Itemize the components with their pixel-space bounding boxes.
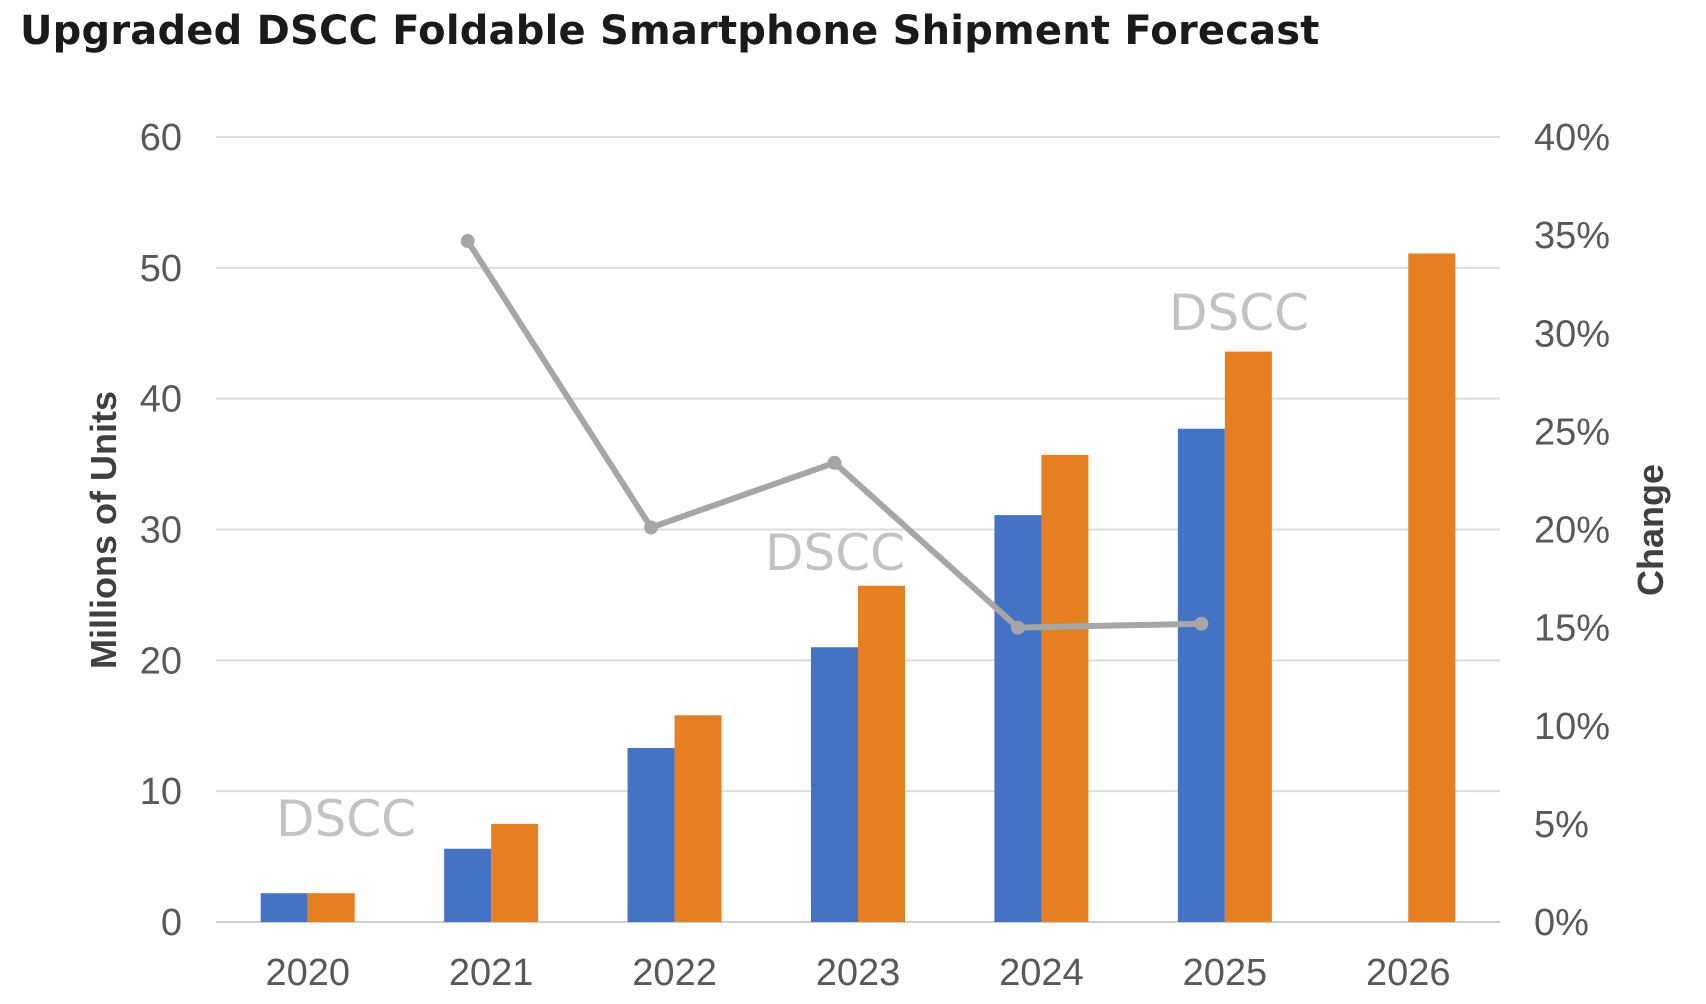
change-point-2022 — [644, 520, 659, 535]
bar-series2-2023 — [858, 585, 905, 922]
x-tick-2024: 2024 — [999, 952, 1084, 994]
bar-series2-2022 — [674, 715, 722, 922]
y-tick-30: 30 — [140, 510, 182, 552]
watermark-2: DSCC — [765, 524, 905, 582]
bar-series1-2020 — [260, 893, 308, 922]
bar-series2-2024 — [1041, 454, 1089, 922]
change-point-2025 — [1194, 616, 1209, 631]
y-tick-60: 60 — [140, 117, 182, 159]
change-point-2021 — [460, 234, 475, 249]
y2-tick-25%: 25% — [1534, 411, 1610, 453]
change-point-2024 — [1010, 620, 1025, 635]
bar-series1-2021 — [444, 848, 492, 922]
y2-tick-30%: 30% — [1534, 313, 1610, 355]
x-tick-2021: 2021 — [449, 952, 534, 994]
x-tick-2022: 2022 — [632, 952, 717, 994]
y-tick-10: 10 — [140, 771, 182, 813]
x-tick-2020: 2020 — [265, 952, 350, 994]
bar-series2-2020 — [307, 893, 355, 922]
watermark-1: DSCC — [276, 790, 416, 848]
bar-series1-2023 — [811, 647, 858, 922]
y2-tick-35%: 35% — [1534, 215, 1610, 257]
y2-tick-0%: 0% — [1534, 902, 1589, 944]
y2-tick-10%: 10% — [1534, 706, 1610, 748]
y2-tick-40%: 40% — [1534, 117, 1610, 159]
y2-tick-15%: 15% — [1534, 608, 1610, 650]
change-line — [460, 234, 1209, 635]
left-axis-ticks: 0 10 20 30 40 50 60 — [140, 117, 182, 944]
bar-series2-2025 — [1224, 351, 1272, 923]
chart-title: Upgraded DSCC Foldable Smartphone Shipme… — [20, 8, 1320, 54]
x-tick-2026: 2026 — [1366, 952, 1451, 994]
x-tick-2025: 2025 — [1183, 952, 1268, 994]
y2-tick-5%: 5% — [1534, 804, 1589, 846]
watermark-3: DSCC — [1169, 284, 1309, 342]
left-axis-title: Millions of Units — [83, 391, 124, 669]
y-tick-50: 50 — [140, 248, 182, 290]
bar-series2-2021 — [491, 823, 539, 922]
bar-series1-2022 — [627, 747, 675, 922]
bars — [260, 253, 1456, 923]
y-tick-0: 0 — [161, 902, 182, 944]
bar-series1-2025 — [1177, 428, 1225, 922]
x-axis-ticks: 2020 2021 2022 2023 2024 2025 2026 — [265, 952, 1450, 994]
y-tick-20: 20 — [140, 640, 182, 682]
y-tick-40: 40 — [140, 379, 182, 421]
right-axis-ticks: 0% 5% 10% 15% 20% 25% 30% 35% 40% — [1534, 117, 1610, 944]
y2-tick-20%: 20% — [1534, 510, 1610, 552]
bar-series2-2026 — [1408, 253, 1456, 923]
change-point-2023 — [827, 455, 842, 470]
right-axis-title: Change — [1630, 464, 1671, 596]
bar-series1-2024 — [994, 515, 1042, 922]
x-tick-2023: 2023 — [816, 952, 901, 994]
